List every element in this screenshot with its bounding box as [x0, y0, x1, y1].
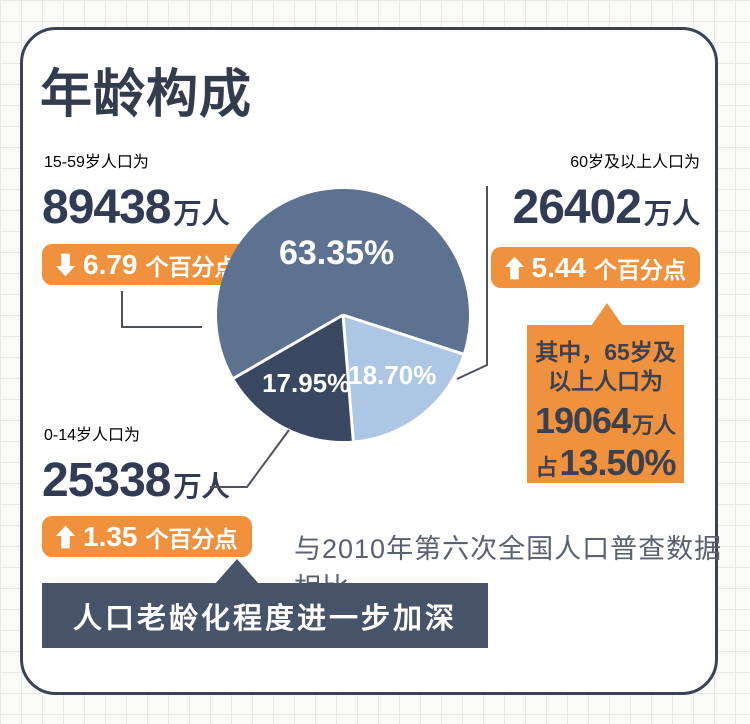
arrow-up-icon: [56, 525, 75, 548]
banner-text: 人口老龄化程度进一步加深: [72, 602, 457, 635]
children-change-badge: 1.35 个百分点: [42, 516, 252, 557]
age60-change-badge: 5.44 个百分点: [490, 247, 700, 288]
children-unit: 万人: [173, 471, 230, 502]
age65-value-row: 19064 万人: [527, 400, 684, 442]
age60-value-row: 26402 万人: [513, 180, 701, 235]
children-value-row: 25338 万人: [42, 453, 230, 508]
age65-share-value: 13.50%: [559, 442, 676, 483]
working-age-change-value: 6.79: [83, 248, 138, 280]
age65-unit: 万人: [632, 413, 677, 438]
age60-value: 26402: [512, 181, 642, 234]
age65-share-prefix: 占: [535, 455, 558, 480]
working-age-label: 15-59岁人口为: [44, 154, 149, 171]
age60-change-value: 5.44: [531, 251, 587, 283]
age65-line1: 其中，65岁及: [535, 339, 676, 365]
age60-label: 60岁及以上人口为: [570, 154, 700, 171]
working-age-value-row: 89438 万人: [42, 180, 230, 235]
banner-pointer-icon: [215, 559, 259, 584]
age60-unit: 万人: [643, 198, 700, 229]
callout-pointer-icon: [591, 303, 623, 326]
children-label: 0-14岁人口为: [44, 427, 141, 444]
working-age-unit: 万人: [173, 198, 230, 229]
age65-share-row: 占 13.50%: [527, 442, 684, 484]
arrow-down-icon: [56, 253, 75, 276]
age65-callout-box: 其中，65岁及 以上人口为 19064 万人 占 13.50%: [527, 325, 684, 483]
arrow-up-icon: [504, 256, 524, 279]
age65-value: 19064: [534, 400, 631, 441]
banner-bar: 人口老龄化程度进一步加深: [42, 583, 488, 648]
page-title: 年龄构成: [40, 66, 253, 124]
children-value: 25338: [42, 454, 171, 507]
age65-line2: 以上人口为: [548, 368, 663, 394]
working-age-change-suffix: 个百分点: [145, 253, 238, 280]
working-age-change-badge: 6.79 个百分点: [42, 244, 252, 285]
children-change-suffix: 个百分点: [145, 525, 238, 552]
age60-change-suffix: 个百分点: [594, 256, 686, 283]
working-age-value: 89438: [42, 181, 171, 234]
children-change-value: 1.35: [83, 520, 138, 552]
